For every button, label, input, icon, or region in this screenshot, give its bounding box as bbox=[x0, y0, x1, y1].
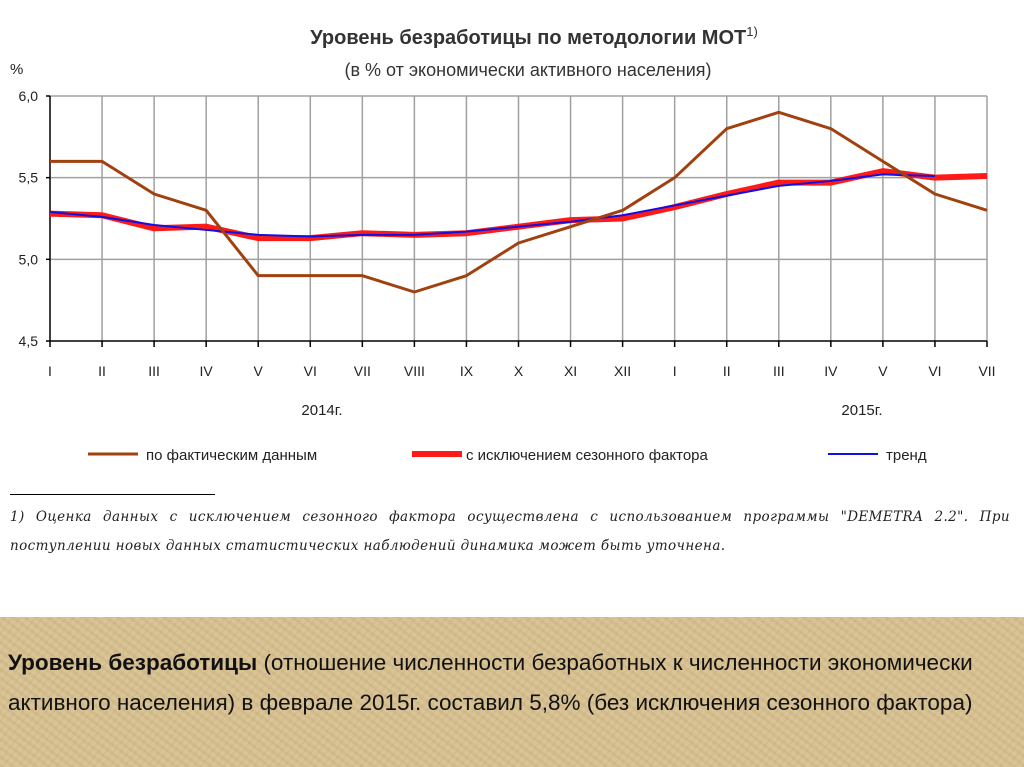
chart-subtitle: (в % от экономически активного населения… bbox=[344, 60, 711, 80]
x-tick-label: I bbox=[673, 363, 677, 379]
footnote: 1) Оценка данных с исключением сезонного… bbox=[10, 509, 1010, 554]
caption-rest: (отношение численности безработных к чис… bbox=[8, 650, 973, 715]
x-tick-label: VI bbox=[304, 363, 317, 379]
y-axis-label: % bbox=[10, 61, 23, 78]
x-tick-label: IX bbox=[460, 363, 474, 379]
x-tick-label: V bbox=[254, 363, 264, 379]
legend-label-2: тренд bbox=[886, 447, 927, 464]
x-tick-label: II bbox=[723, 363, 731, 379]
chart-title: Уровень безработицы по методологии МОТ1) bbox=[310, 24, 758, 49]
x-tick-label: I bbox=[48, 363, 52, 379]
y-tick-label: 5,0 bbox=[19, 251, 39, 267]
x-tick-label: VIII bbox=[404, 363, 425, 379]
x-tick-label: XII bbox=[614, 363, 631, 379]
y-tick-label: 5,5 bbox=[19, 170, 39, 186]
x-tick-label: III bbox=[773, 363, 785, 379]
series-line-2 bbox=[49, 173, 935, 238]
caption-panel: Уровень безработицы (отношение численнос… bbox=[0, 617, 1024, 767]
year-label-2014: 2014г. bbox=[301, 402, 342, 419]
x-tick-label: VII bbox=[354, 363, 371, 379]
x-tick-label: XI bbox=[564, 363, 577, 379]
caption-text: Уровень безработицы (отношение численнос… bbox=[8, 643, 1018, 723]
y-tick-label: 4,5 bbox=[19, 333, 39, 349]
x-tick-label: X bbox=[514, 363, 524, 379]
y-tick-label: 6,0 bbox=[19, 88, 39, 104]
x-tick-label: VI bbox=[928, 363, 941, 379]
x-tick-label: II bbox=[98, 363, 106, 379]
legend-label-1: с исключением сезонного фактора bbox=[466, 447, 709, 464]
footnote-rule bbox=[10, 494, 215, 495]
legend-label-0: по фактическим данным bbox=[146, 447, 317, 464]
caption-bold: Уровень безработицы bbox=[8, 650, 258, 675]
x-tick-label: III bbox=[148, 363, 160, 379]
x-tick-label: V bbox=[878, 363, 888, 379]
x-tick-label: IV bbox=[824, 363, 838, 379]
unemployment-chart: Уровень безработицы по методологии МОТ1)… bbox=[10, 24, 996, 464]
x-tick-label: VII bbox=[978, 363, 995, 379]
x-tick-label: IV bbox=[200, 363, 214, 379]
year-label-2015: 2015г. bbox=[841, 402, 882, 419]
